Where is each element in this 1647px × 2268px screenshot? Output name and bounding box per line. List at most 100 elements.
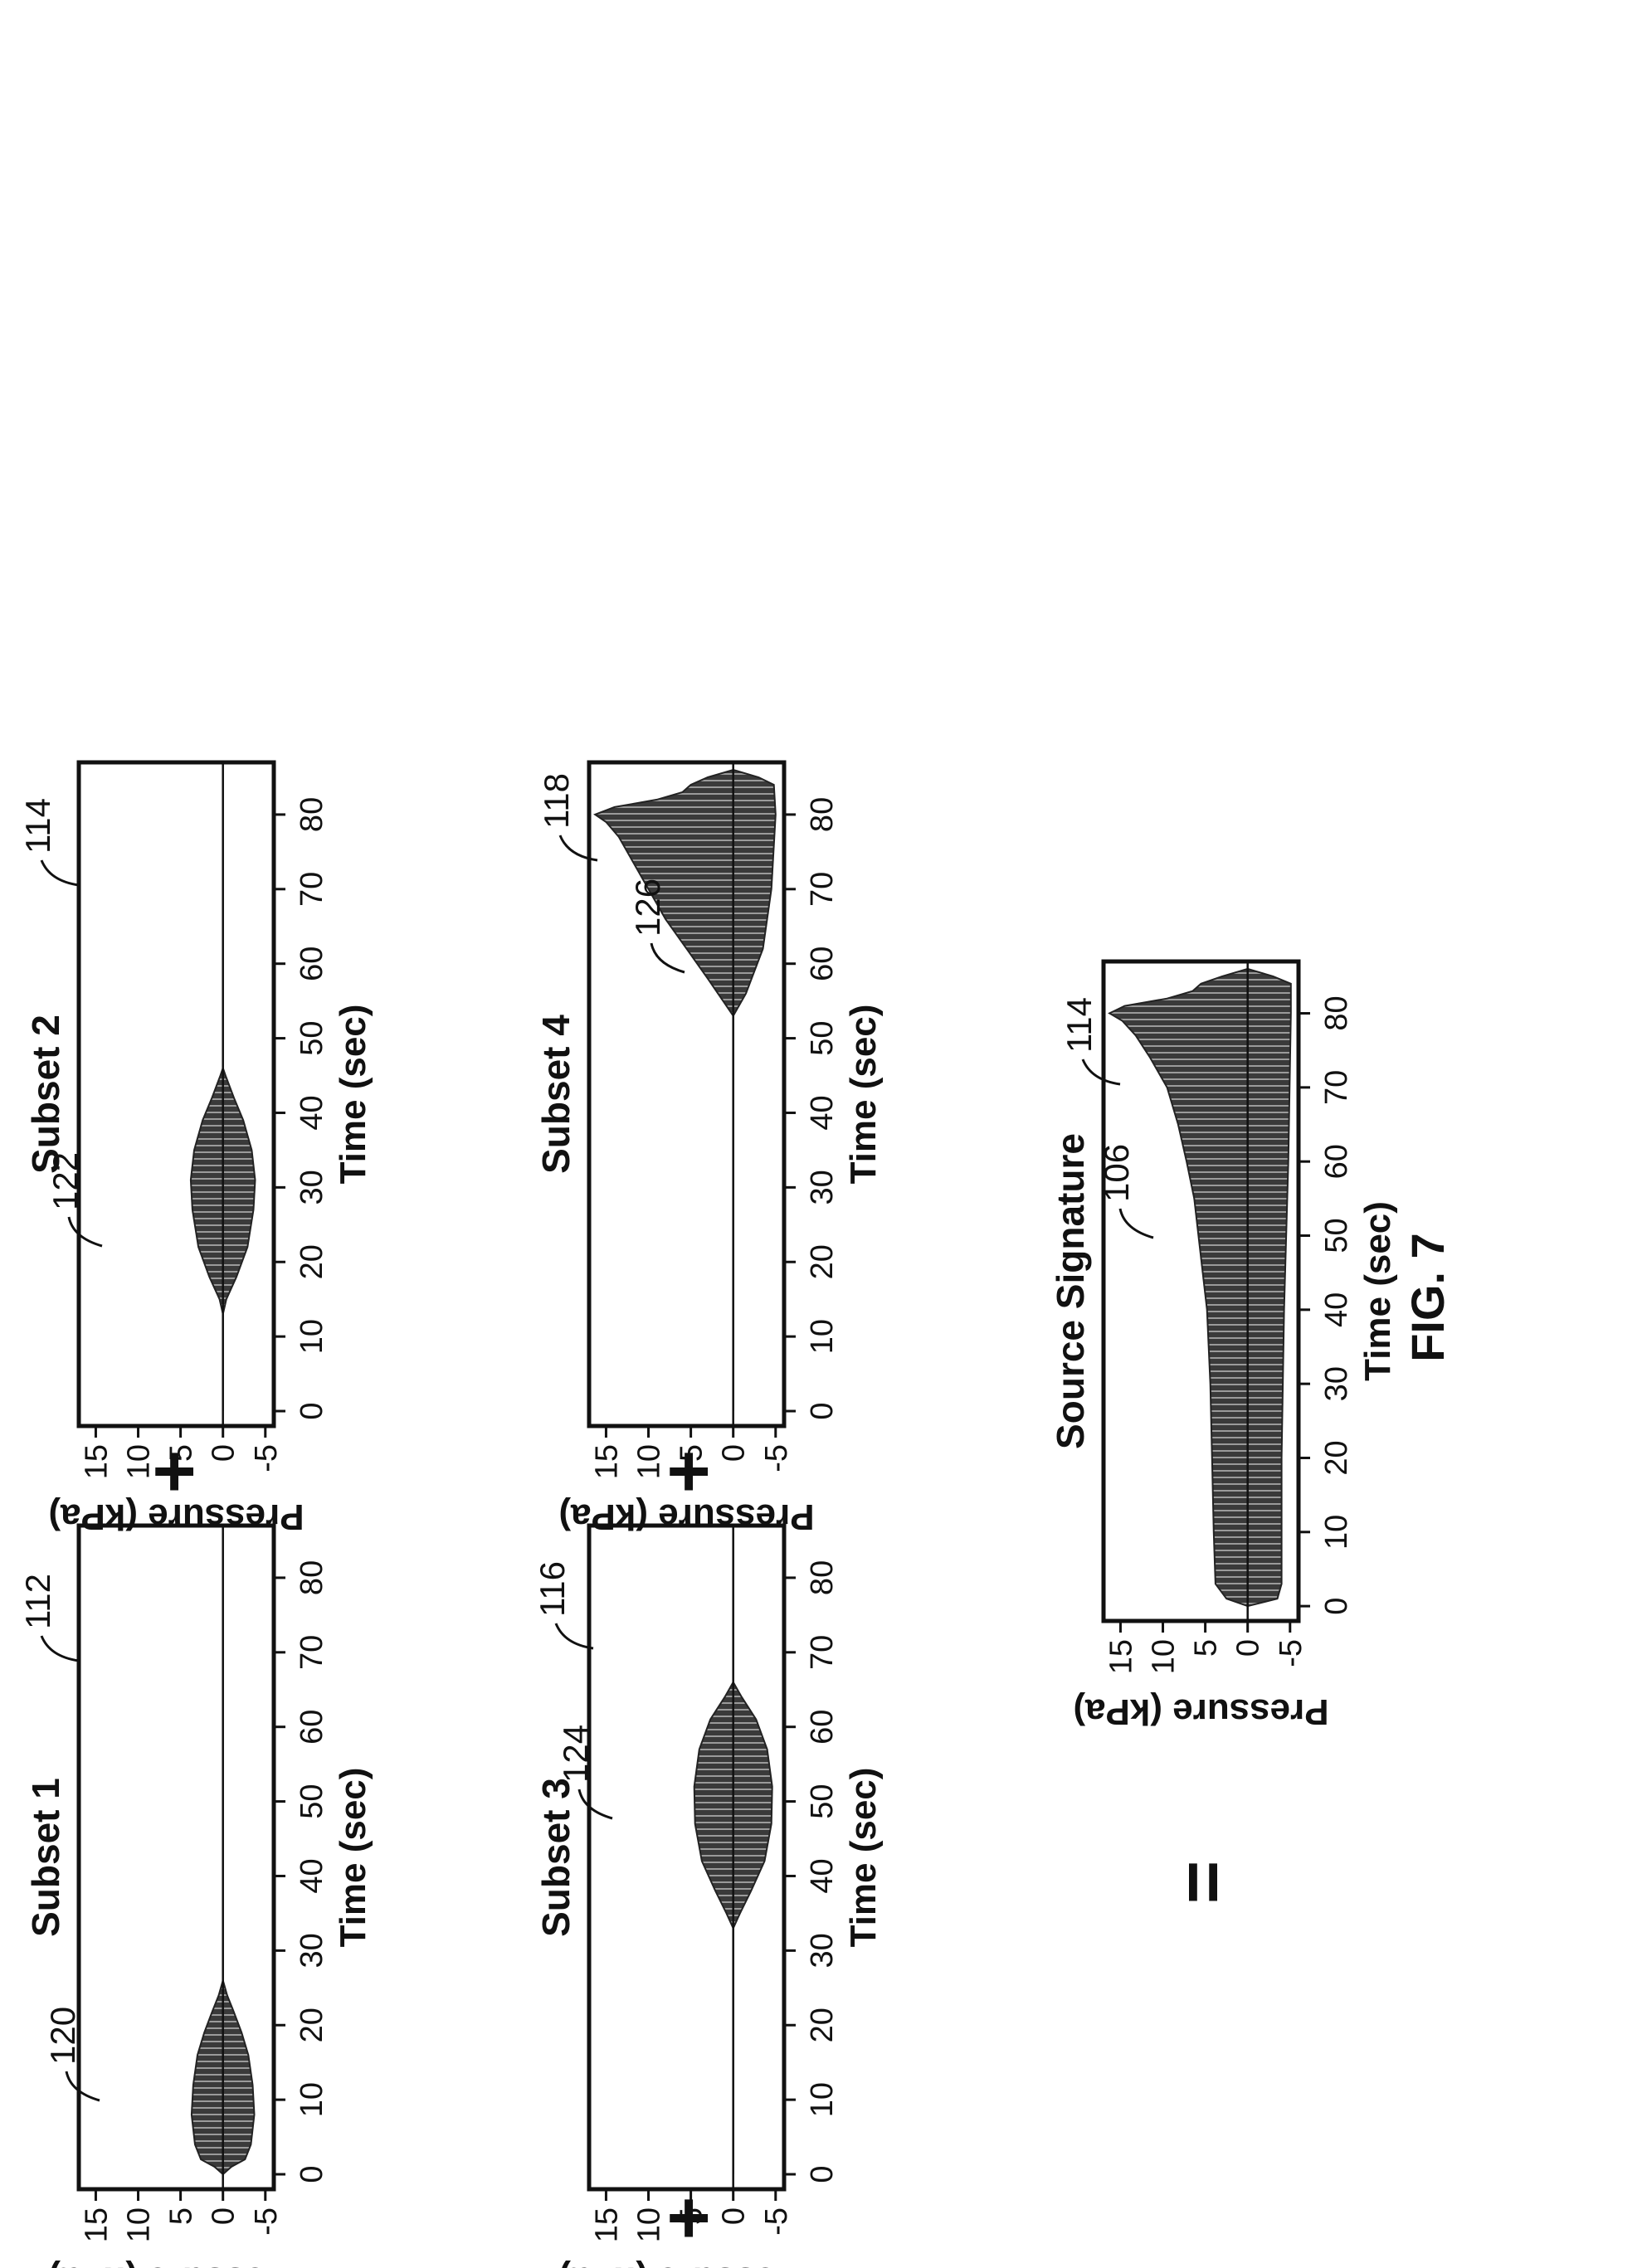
y-tick-label: 0 <box>717 2207 752 2225</box>
x-axis-label: Time (sec) <box>843 1768 884 1948</box>
x-tick-label: 70 <box>295 872 329 907</box>
x-tick-label: 20 <box>1319 1440 1354 1475</box>
y-tick-label: -5 <box>759 2207 794 2236</box>
x-axis-label: Time (sec) <box>333 1005 373 1185</box>
y-tick-label: 5 <box>164 1444 199 1462</box>
x-tick-label: 80 <box>1319 995 1354 1030</box>
leader-line <box>40 859 80 887</box>
y-tick-label: 0 <box>207 2207 241 2225</box>
x-tick-label: 50 <box>295 1784 329 1818</box>
x-tick-label: 70 <box>805 872 840 907</box>
x-tick-label: 30 <box>805 1170 840 1205</box>
x-tick-label: 20 <box>805 1244 840 1279</box>
leader-line <box>554 1623 594 1650</box>
x-tick-label: 40 <box>295 1858 329 1893</box>
y-tick-label: -5 <box>249 2207 284 2236</box>
y-tick-label: 5 <box>675 2207 709 2225</box>
x-tick-label: 80 <box>805 797 840 832</box>
y-axis-label: Pressure (kPa) <box>48 2260 304 2268</box>
x-tick-label: 0 <box>805 1402 840 1419</box>
signal-reference-numeral: 106 <box>1097 1144 1136 1202</box>
signal-reference-numeral: 126 <box>628 878 667 937</box>
panel-reference-numeral: 112 <box>18 1574 57 1629</box>
y-tick-label: 10 <box>122 1444 157 1479</box>
leader-line <box>1081 1059 1121 1086</box>
y-tick-label: 15 <box>79 2207 114 2242</box>
x-tick-label: 10 <box>1319 1515 1354 1550</box>
chart-title: Subset 4 <box>534 1015 577 1174</box>
chart-title: Subset 3 <box>534 1778 577 1937</box>
leader-line <box>577 1789 613 1820</box>
leader-line <box>558 835 598 862</box>
plus-operator: + <box>133 1450 216 1494</box>
x-tick-label: 10 <box>805 2082 840 2117</box>
y-tick-label: 5 <box>675 1444 709 1462</box>
x-tick-label: 20 <box>805 2008 840 2042</box>
x-axis-label: Time (sec) <box>333 1768 373 1948</box>
x-tick-label: 40 <box>805 1095 840 1130</box>
signal-reference-numeral: 122 <box>46 1152 85 1210</box>
chart-title: Source Signature <box>1049 1133 1092 1449</box>
y-axis-label: Pressure (kPa) <box>558 2260 814 2268</box>
y-tick-label: -5 <box>1274 1639 1308 1667</box>
x-tick-label: 70 <box>1319 1070 1354 1105</box>
y-tick-label: 10 <box>632 2207 667 2242</box>
y-tick-label: 15 <box>589 2207 624 2242</box>
x-tick-label: 30 <box>805 1933 840 1968</box>
y-axis-label: Pressure (kPa) <box>558 1497 814 1537</box>
y-tick-label: 0 <box>717 1444 752 1462</box>
y-tick-label: 10 <box>1147 1639 1182 1674</box>
x-tick-label: 0 <box>805 2165 840 2183</box>
signal-reference-numeral: 120 <box>43 2007 82 2065</box>
signal-reference-numeral: 124 <box>556 1725 595 1783</box>
plus-operator: + <box>647 2197 730 2241</box>
x-tick-label: 10 <box>805 1319 840 1354</box>
signal-envelope <box>593 768 777 1411</box>
leader-line <box>65 2071 100 2102</box>
x-tick-label: 0 <box>295 2165 329 2183</box>
x-tick-label: 60 <box>295 947 329 981</box>
leader-line <box>1118 1208 1154 1239</box>
x-tick-label: 40 <box>295 1095 329 1130</box>
y-tick-label: 5 <box>1189 1639 1224 1657</box>
panel-reference-numeral: 118 <box>537 773 576 829</box>
x-tick-label: 50 <box>295 1020 329 1055</box>
x-tick-label: 80 <box>295 1560 329 1595</box>
x-tick-label: 40 <box>1319 1292 1354 1327</box>
figure-label: FIG. 7 <box>1401 1233 1454 1362</box>
y-tick-label: 15 <box>79 1444 114 1479</box>
y-axis-label: Pressure (kPa) <box>1073 1691 1328 1732</box>
x-tick-label: 50 <box>805 1784 840 1818</box>
y-tick-label: -5 <box>759 1444 794 1472</box>
y-tick-label: 15 <box>589 1444 624 1479</box>
panel-reference-numeral: 114 <box>18 798 57 854</box>
x-tick-label: 80 <box>805 1560 840 1595</box>
x-tick-label: 40 <box>805 1858 840 1893</box>
leader-line <box>40 1635 80 1662</box>
y-tick-label: 0 <box>1231 1639 1266 1657</box>
x-tick-label: 60 <box>1319 1144 1354 1179</box>
x-axis-label: Time (sec) <box>1357 1201 1398 1381</box>
x-tick-label: 0 <box>295 1402 329 1419</box>
equals-operator: = <box>1162 1861 1245 1905</box>
x-tick-label: 0 <box>1319 1598 1354 1615</box>
x-tick-label: 10 <box>295 2082 329 2117</box>
x-tick-label: 60 <box>805 1710 840 1745</box>
x-tick-label: 30 <box>295 1170 329 1205</box>
x-tick-label: 20 <box>295 2008 329 2042</box>
y-axis-label: Pressure (kPa) <box>48 1497 304 1537</box>
y-tick-label: -5 <box>249 1444 284 1472</box>
plot-frame <box>76 760 276 1428</box>
x-tick-label: 60 <box>805 947 840 981</box>
y-tick-label: 5 <box>164 2207 199 2225</box>
panel-reference-numeral: 114 <box>1060 997 1099 1053</box>
x-tick-label: 80 <box>295 797 329 832</box>
x-tick-label: 70 <box>805 1635 840 1670</box>
